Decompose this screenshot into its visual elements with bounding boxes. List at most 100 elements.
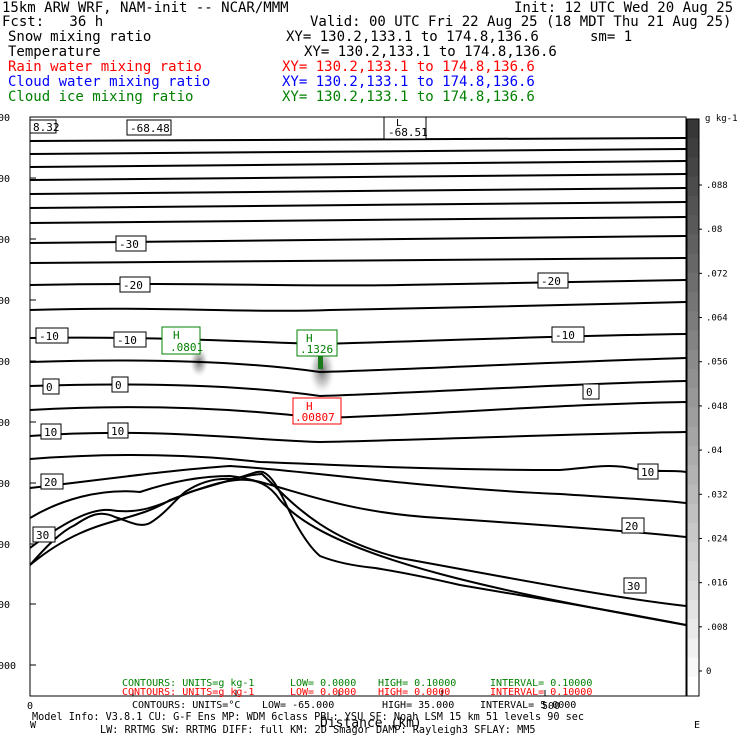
plot-frame [29, 116, 687, 697]
field-xy-cloud-ice: XY= 130.2,133.1 to 174.8,136.6 [282, 89, 535, 105]
colorbar-segment [687, 426, 699, 447]
contour-label-text: -10 [117, 334, 137, 347]
isotherm [30, 173, 686, 181]
extremum-value: -68.51 [388, 126, 428, 139]
contour-label: 0 [582, 383, 600, 400]
field-xy-cloud-water: XY= 130.2,133.1 to 174.8,136.6 [282, 74, 535, 90]
colorbar-tick-label: .032 [706, 490, 728, 500]
colorbar-segment [687, 580, 699, 601]
corner-value-box [29, 119, 57, 134]
contour-label-text: -10 [555, 329, 575, 342]
extremum-value: .0801 [170, 341, 203, 354]
colorbar-segment [687, 253, 699, 274]
colorbar-segment [687, 676, 699, 697]
contour-label: 0 [42, 378, 60, 395]
y-tick-label: 200 [0, 174, 10, 185]
isotherm [30, 279, 686, 287]
colorbar-segment [687, 215, 699, 235]
colorbar: 0 .008 .016 .024 .032 .04 .048 .056 .064 .072 .08.… [686, 118, 728, 697]
isotherm [30, 357, 686, 374]
colorbar-segment [687, 157, 699, 178]
colorbar-segment [687, 445, 699, 466]
y-tick-label: 800 [0, 540, 10, 551]
contours-red-low: LOW= 0.0000 [290, 687, 356, 698]
isotherm [30, 201, 686, 209]
contour-label-text: 30 [627, 580, 640, 593]
colorbar-segment [687, 503, 699, 524]
colorbar-tick-label: .064 [706, 314, 728, 324]
contour-label: 10 [40, 423, 62, 440]
contour-label: -10 [551, 326, 585, 343]
field-name-snow: Snow mixing ratio [8, 29, 152, 45]
contour-label-text: -10 [39, 330, 59, 343]
colorbar-segment [687, 176, 699, 197]
colorbar-segment [687, 561, 699, 582]
contours-black-label: CONTOURS: UNITS=°C [132, 700, 240, 711]
extremum-value: .1326 [300, 343, 333, 356]
colorbar-segment [687, 330, 699, 351]
contour-label: 30 [32, 526, 56, 543]
contour-label: -30 [115, 235, 147, 252]
colorbar-segment [687, 465, 699, 486]
y-tick-label: 700 [0, 479, 10, 490]
colorbar-segment [687, 292, 699, 312]
colorbar-tick-label: .08 [706, 225, 722, 235]
y-tick-label: 400 [0, 296, 10, 307]
isotherm [30, 431, 686, 444]
extremum-cloud-ice-1: H .0801 [161, 326, 203, 355]
contour-label-text: -30 [119, 238, 139, 251]
contour-label-text: 20 [625, 520, 638, 533]
contours-green-high: HIGH= 0.10000 [378, 678, 456, 689]
isotherm [30, 257, 686, 264]
terrain-outline [30, 470, 686, 626]
y-tick-label: 600 [0, 418, 10, 429]
extremum-value: .00807 [295, 411, 335, 424]
colorbar-segment [687, 619, 699, 639]
colorbar-tick-label: .016 [706, 579, 728, 589]
field-extra-snow: sm= 1 [590, 29, 633, 45]
y-tick-label: 500 [0, 357, 10, 368]
contour-label: 20 [621, 517, 645, 534]
colorbar-segment [687, 272, 699, 293]
corner-value: 8.32 [33, 121, 60, 134]
contours-green-low: LOW= 0.0000 [290, 678, 356, 689]
field-name-temperature: Temperature [8, 44, 101, 60]
y-tick-label: 300 [0, 235, 10, 246]
colorbar-segment [687, 195, 699, 216]
colorbar-tick-label: .048 [706, 402, 728, 412]
colorbar-segment [687, 119, 699, 139]
extremum-kind: H [173, 329, 180, 342]
y-tick-label: 100 [0, 113, 10, 124]
east-end-label: E [694, 720, 700, 731]
isotherm [30, 148, 686, 155]
contour-label: 0 [111, 376, 129, 393]
field-name-cloud-water: Cloud water mixing ratio [8, 74, 211, 90]
isotherm [30, 464, 686, 504]
colorbar-segment [687, 542, 699, 562]
isotherm [30, 235, 686, 244]
contours-green-interval: INTERVAL= 0.10000 [490, 678, 592, 689]
contour-label-text: 0 [46, 381, 53, 394]
isotherm [30, 137, 686, 142]
contour-label-text: -20 [123, 279, 143, 292]
extremum-temperature-low: L -68.51 [383, 116, 428, 140]
contour-label-text: 10 [44, 426, 57, 439]
colorbar-unit: g kg-1 [705, 114, 738, 124]
colorbar-segment [687, 522, 699, 543]
contours-red-label: CONTOURS: UNITS=g kg-1 [122, 687, 254, 698]
contours-black-low: LOW= -65.000 [262, 700, 334, 711]
colorbar-tick-label: .008 [706, 623, 728, 633]
colorbar-segment [687, 657, 699, 678]
contours-red-high: HIGH= 0.0000 [378, 687, 450, 698]
contour-label: 10 [107, 422, 129, 439]
colorbar-segment [687, 484, 699, 505]
contour-label: 30 [623, 577, 647, 594]
isotherm [30, 472, 686, 607]
field-xy-snow: XY= 130.2,133.1 to 174.8,136.6 [286, 29, 539, 45]
contour-label: 10 [637, 463, 659, 480]
colorbar-tick-label: .04 [706, 446, 722, 456]
colorbar-segment [687, 138, 699, 159]
contour-label: -10 [113, 331, 147, 348]
colorbar-tick-label: .088 [706, 181, 728, 191]
